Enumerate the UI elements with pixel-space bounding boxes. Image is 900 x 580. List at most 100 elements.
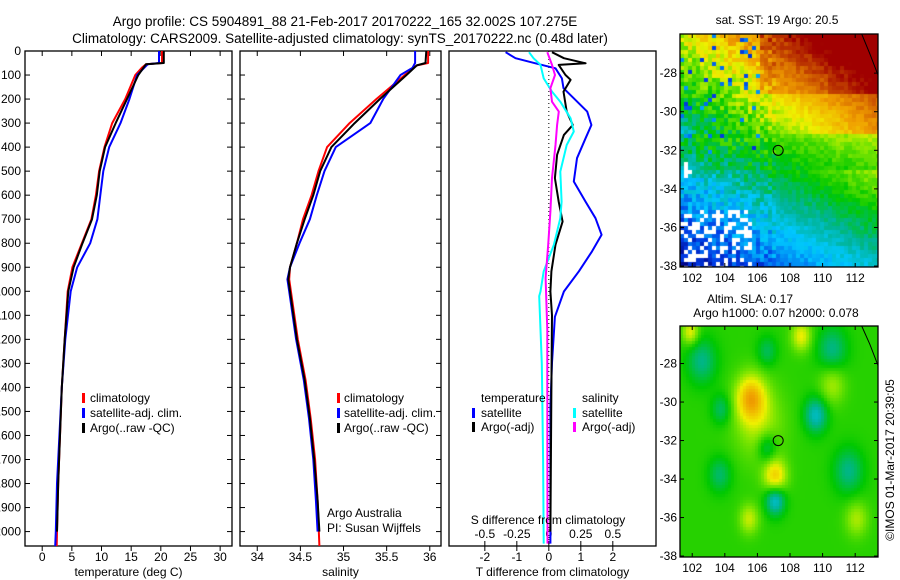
lon-tick-label: 102	[682, 561, 702, 575]
difference-legend: temperature salinity satellite Argo(-adj…	[472, 391, 635, 434]
coastline	[861, 33, 879, 76]
title-line-2: Climatology: CARS2009. Satellite-adjuste…	[72, 31, 608, 46]
sla-map-title-2: Argo h1000: 0.07 h2000: 0.078	[693, 306, 859, 320]
s-tick-label: 0.5	[604, 527, 621, 541]
argo-float-marker	[772, 435, 784, 447]
x-tick-label: 35	[337, 550, 351, 564]
s-tick-label: -0.5	[474, 527, 495, 541]
s-difference-axis-label: S difference from climatology	[471, 513, 626, 527]
lat-tick-label: -28	[660, 66, 678, 80]
map-frame	[679, 325, 879, 558]
plot-frame	[448, 50, 657, 547]
depth-tick-label: 1800	[0, 477, 21, 491]
lon-tick-label: 106	[747, 271, 767, 285]
legend-header-salinity: salinity	[582, 391, 619, 405]
difference-panel: -2 -1 0 1 2T difference from climatology -0.5…	[448, 50, 657, 579]
lat-tick-label: -32	[660, 434, 678, 448]
x-tick-label: 0	[39, 550, 46, 564]
x-tick-label: 35.5	[375, 550, 399, 564]
legend-swatch-argo	[337, 423, 340, 433]
legend-label-climatology: climatology	[344, 391, 404, 405]
legend-label-t-argo: Argo(-adj)	[481, 420, 534, 434]
legend-swatch-t-satellite	[472, 408, 475, 418]
lat-tick-label: -32	[660, 143, 678, 157]
x-tick-label: 34	[251, 550, 265, 564]
coastline	[861, 325, 879, 366]
sst-map-title: sat. SST: 19 Argo: 20.5	[716, 13, 839, 27]
depth-tick-label: 1000	[0, 284, 21, 298]
map-frame	[679, 33, 879, 268]
lon-tick-label: 102	[682, 271, 702, 285]
lon-tick-label: 112	[846, 561, 865, 575]
annotation-pi: PI: Susan Wijffels	[327, 521, 421, 535]
s-tick-label: -0.25	[503, 527, 531, 541]
x-tick-label: 0	[545, 550, 552, 564]
series-line-satellite-adj-clim	[286, 51, 417, 532]
x-axis-label: salinity	[322, 565, 359, 579]
depth-tick-label: 800	[1, 236, 21, 250]
lon-tick-label: 104	[715, 271, 735, 285]
series-line-climatology	[288, 51, 430, 547]
lon-tick-label: 106	[747, 561, 767, 575]
legend-label-climatology: climatology	[90, 391, 150, 405]
x-axis-label: T difference from climatology	[476, 565, 630, 579]
lon-tick-label: 104	[715, 561, 735, 575]
legend-swatch-climatology	[82, 393, 85, 403]
x-tick-label: 2	[609, 550, 616, 564]
depth-tick-label: 1500	[0, 404, 21, 418]
temperature-legend: climatology satellite-adj. clim. Argo(..…	[82, 391, 182, 435]
depth-tick-label: 2000	[0, 525, 21, 539]
lon-tick-label: 110	[813, 271, 832, 285]
x-tick-label: -1	[511, 550, 522, 564]
legend-label-t-satellite: satellite	[481, 406, 522, 420]
depth-tick-label: 100	[1, 68, 21, 82]
legend-swatch-satellite	[82, 408, 85, 418]
sla-map-title-1: Altim. SLA: 0.17	[707, 292, 793, 306]
lat-tick-label: -34	[660, 182, 678, 196]
salinity-panel: 34 34.5 35 35.5 36 salinity	[239, 50, 442, 579]
legend-swatch-climatology	[337, 393, 340, 403]
title-line-1: Argo profile: CS 5904891_88 21-Feb-2017 …	[113, 14, 578, 29]
series-line-satellite-adj-clim	[54, 51, 160, 547]
legend-label-argo: Argo(..raw -QC)	[344, 421, 429, 435]
salinity-legend: climatology satellite-adj. clim. Argo(..…	[337, 391, 436, 435]
lat-tick-label: -38	[660, 259, 678, 273]
sla-map-image	[680, 326, 878, 557]
depth-tick-label: 700	[1, 212, 21, 226]
x-tick-label: 34.5	[289, 550, 313, 564]
imos-credit: ©IMOS 01-Mar-2017 20:39:05	[883, 379, 897, 541]
legend-label-argo: Argo(..raw -QC)	[90, 421, 175, 435]
x-tick-label: 25	[184, 550, 198, 564]
temperature-panel: 0100200300400500600700800900100011001200…	[0, 44, 233, 579]
s-tick-label: 0	[545, 527, 552, 541]
depth-tick-label: 1200	[0, 332, 21, 346]
series-line-temperature-argo-adj	[549, 51, 587, 532]
plot-frame	[239, 50, 442, 547]
lon-tick-label: 110	[813, 561, 832, 575]
x-tick-label: 1	[577, 550, 584, 564]
sst-map: 102 104 106 108 110 112 -28 -30 -32 -34 -36 -38	[660, 33, 879, 285]
argo-float-marker	[772, 144, 784, 156]
lat-tick-label: -30	[660, 105, 678, 119]
lon-tick-label: 112	[846, 271, 865, 285]
depth-tick-label: 1400	[0, 380, 21, 394]
series-line-argo-raw-qc	[287, 50, 428, 532]
series-line-salinity-argo-adj	[544, 51, 560, 544]
depth-tick-label: 600	[1, 188, 21, 202]
x-tick-label: 10	[95, 550, 109, 564]
legend-label-s-satellite: satellite	[582, 406, 623, 420]
depth-tick-label: 300	[1, 116, 21, 130]
x-tick-label: 36	[423, 550, 437, 564]
depth-tick-label: 900	[1, 260, 21, 274]
annotation-argo-australia: Argo Australia	[327, 506, 402, 520]
depth-tick-label: 1300	[0, 356, 21, 370]
legend-swatch-satellite	[337, 408, 340, 418]
depth-tick-label: 400	[1, 140, 21, 154]
series-line-climatology	[55, 51, 163, 547]
x-tick-label: 20	[154, 550, 168, 564]
legend-swatch-argo	[82, 423, 85, 433]
legend-label-satellite: satellite-adj. clim.	[90, 406, 182, 420]
lat-tick-label: -36	[660, 511, 678, 525]
s-tick-label: 0.25	[569, 527, 593, 541]
depth-tick-label: 0	[14, 44, 21, 58]
